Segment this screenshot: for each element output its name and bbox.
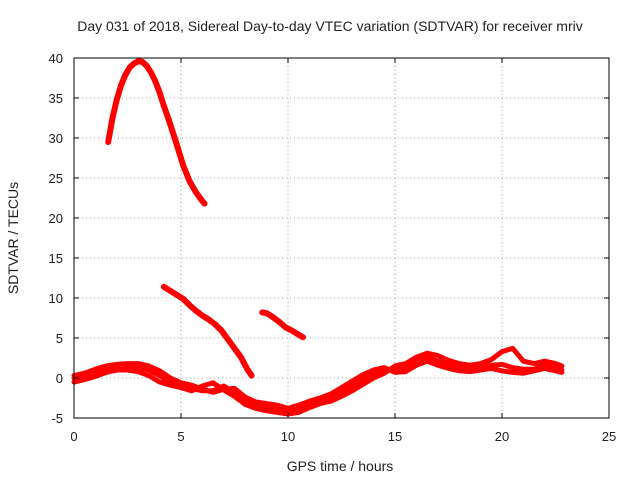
y-axis-label: SDTVAR / TECUs <box>5 182 21 294</box>
chart-title: Day 031 of 2018, Sidereal Day-to-day VTE… <box>77 18 582 34</box>
series-layer <box>71 58 565 417</box>
x-axis-label: GPS time / hours <box>287 458 394 474</box>
y-tick-label: -5 <box>51 411 63 426</box>
y-tick-label: 30 <box>49 131 63 146</box>
axis-ticks: 0 5 10 15 20 25 -5 0 5 10 15 20 25 30 35 40 <box>49 51 617 444</box>
y-tick-label: 5 <box>56 331 63 346</box>
series-line-arc-high <box>105 58 208 207</box>
x-tick-label: 5 <box>177 429 184 444</box>
y-tick-label: 35 <box>49 91 63 106</box>
x-tick-label: 15 <box>388 429 402 444</box>
y-tick-label: 10 <box>49 291 63 306</box>
y-tick-label: 20 <box>49 211 63 226</box>
y-tick-label: 0 <box>56 371 63 386</box>
y-tick-label: 25 <box>49 171 63 186</box>
x-tick-label: 20 <box>495 429 509 444</box>
y-tick-label: 15 <box>49 251 63 266</box>
series-line-arc-short <box>259 309 306 341</box>
x-tick-label: 25 <box>602 429 616 444</box>
x-tick-label: 0 <box>70 429 77 444</box>
series-line-arc-mid <box>160 283 255 379</box>
plot-frame <box>73 57 610 419</box>
series-line-baseline-c <box>71 358 565 411</box>
series-line-baseline-b <box>71 345 565 417</box>
y-tick-label: 40 <box>49 51 63 66</box>
grid <box>74 58 609 418</box>
x-tick-label: 10 <box>281 429 295 444</box>
